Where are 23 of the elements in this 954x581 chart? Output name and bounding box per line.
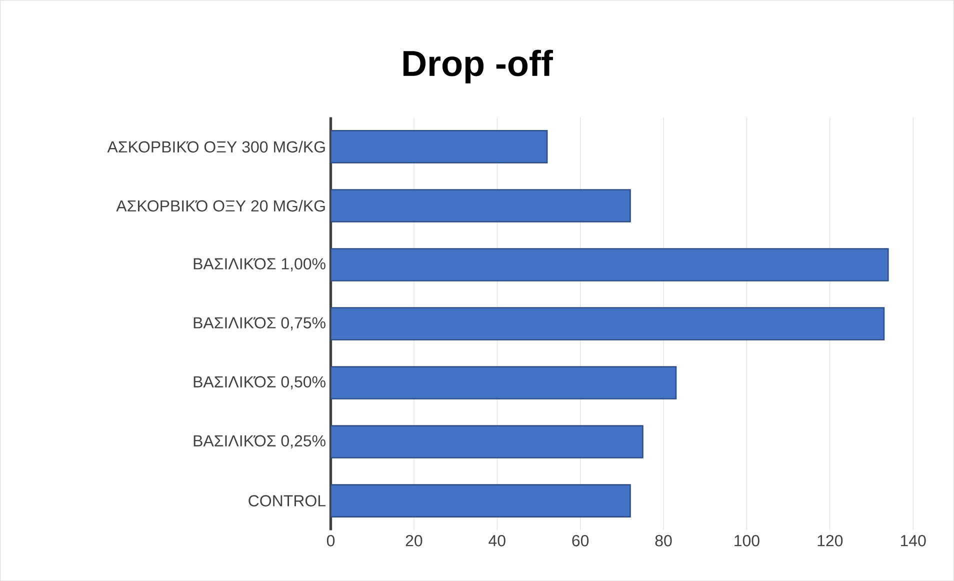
x-tick-label: 80 <box>655 534 672 546</box>
x-tick-label: 120 <box>818 534 843 546</box>
x-tick-label: 100 <box>734 534 760 546</box>
x-tick-label: 20 <box>406 534 422 546</box>
bar <box>330 188 631 222</box>
y-tick-label: CONTROL <box>248 495 326 506</box>
y-tick-label: ΒΑΣΙΛΙΚΌΣ 1,00% <box>194 258 326 272</box>
x-tick-label: 0 <box>326 534 335 546</box>
y-tick-label: ΒΑΣΙΛΙΚΌΣ 0,75% <box>194 317 326 330</box>
bar <box>330 307 885 340</box>
x-tick-label: 60 <box>572 534 589 546</box>
y-tick-label: ΒΑΣΙΛΙΚΌΣ 0,50% <box>194 376 326 390</box>
y-tick-label: ΑΣΚΟΡΒΙΚΌ ΟΞΥ 300 MG/KG <box>107 140 325 152</box>
bar <box>330 130 548 164</box>
bar <box>330 248 889 282</box>
bar <box>330 366 677 400</box>
x-tick-label: 140 <box>900 534 926 546</box>
x-tick-label: 40 <box>488 534 506 546</box>
chart-title: Drop -off <box>403 50 553 84</box>
y-tick-label: ΒΑΣΙΛΙΚΌΣ 0,25% <box>194 435 326 448</box>
y-tick-label: ΑΣΚΟΡΒΙΚΌ ΟΞΥ 20 MG/KG <box>116 200 325 212</box>
bar <box>330 484 631 518</box>
bar <box>330 425 644 458</box>
